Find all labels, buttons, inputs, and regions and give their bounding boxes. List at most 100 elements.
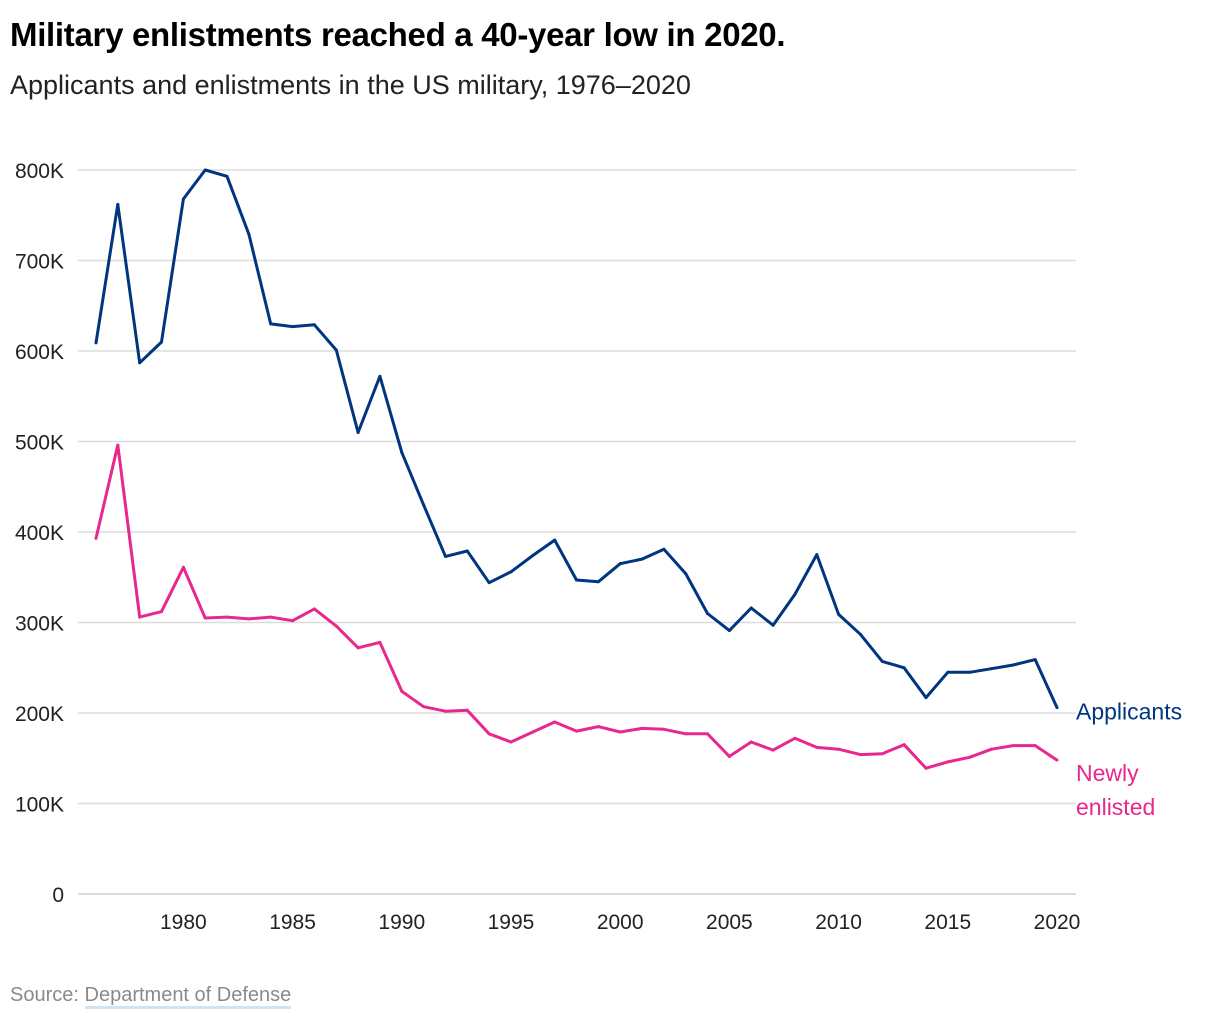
x-tick-label: 2010: [815, 911, 862, 934]
data-point: [509, 570, 513, 574]
x-tick-label: 2020: [1034, 911, 1081, 934]
data-point: [269, 615, 273, 619]
data-point: [291, 325, 295, 329]
data-point: [596, 725, 600, 729]
data-point: [968, 755, 972, 759]
y-tick-label: 600K: [15, 341, 64, 364]
data-point: [443, 709, 447, 713]
data-point: [443, 554, 447, 558]
series-line-applicants: [94, 168, 1059, 709]
data-point: [618, 730, 622, 734]
data-point: [815, 553, 819, 557]
data-point: [640, 726, 644, 730]
data-point: [225, 174, 229, 178]
data-point: [640, 557, 644, 561]
data-point: [706, 732, 710, 736]
data-point: [94, 341, 98, 345]
data-point: [880, 752, 884, 756]
y-tick-label: 200K: [15, 703, 64, 726]
data-point: [334, 348, 338, 352]
source-label: Source:: [10, 984, 79, 1006]
data-point: [94, 536, 98, 540]
data-point: [989, 747, 993, 751]
x-tick-label: 1995: [488, 911, 535, 934]
data-point: [378, 374, 382, 378]
data-point: [924, 766, 928, 770]
data-point: [793, 736, 797, 740]
y-tick-label: 500K: [15, 432, 64, 455]
data-point: [531, 554, 535, 558]
data-point: [138, 615, 142, 619]
data-point: [422, 705, 426, 709]
data-point: [902, 666, 906, 670]
data-point: [727, 754, 731, 758]
data-point: [203, 168, 207, 172]
data-point: [771, 748, 775, 752]
source-link[interactable]: Department of Defense: [84, 984, 292, 1009]
x-tick-label: 2000: [597, 911, 644, 934]
y-tick-label: 0: [52, 884, 64, 907]
data-point: [400, 450, 404, 454]
data-point: [487, 732, 491, 736]
data-point: [684, 572, 688, 576]
data-point: [946, 760, 950, 764]
data-point: [531, 730, 535, 734]
data-point: [1011, 663, 1015, 667]
x-tick-label: 1980: [160, 911, 207, 934]
x-tick-label: 1985: [269, 911, 316, 934]
data-point: [312, 323, 316, 327]
data-point: [1055, 758, 1059, 762]
y-tick-label: 700K: [15, 251, 64, 274]
y-tick-label: 800K: [15, 160, 64, 183]
data-point: [1055, 706, 1059, 710]
data-point: [553, 538, 557, 542]
data-point: [924, 696, 928, 700]
data-point: [662, 547, 666, 551]
data-point: [509, 740, 513, 744]
data-point: [1033, 744, 1037, 748]
data-point: [902, 743, 906, 747]
data-point: [793, 592, 797, 596]
y-tick-label: 300K: [15, 613, 64, 636]
y-tick-label: 400K: [15, 522, 64, 545]
data-point: [160, 340, 164, 344]
data-point: [181, 197, 185, 201]
data-point: [1033, 658, 1037, 662]
series-label: Newly: [1076, 760, 1139, 786]
data-point: [575, 578, 578, 582]
data-point: [269, 322, 273, 326]
data-point: [487, 581, 491, 585]
data-point: [553, 720, 557, 724]
data-point: [989, 667, 993, 671]
source-note: Source: Department of Defense: [10, 984, 292, 1009]
data-point: [138, 361, 142, 365]
data-point: [749, 606, 753, 610]
data-point: [356, 646, 360, 650]
series-label: enlisted: [1076, 794, 1155, 820]
x-tick-label: 1990: [378, 911, 425, 934]
data-point: [618, 562, 622, 566]
data-point: [116, 202, 120, 206]
data-point: [465, 549, 469, 553]
x-tick-label: 2015: [924, 911, 971, 934]
series-line-newly-enlisted: [94, 443, 1058, 770]
data-point: [465, 708, 469, 712]
data-point: [203, 616, 207, 620]
data-point: [378, 640, 382, 644]
data-point: [160, 610, 164, 614]
data-point: [858, 632, 862, 636]
data-point: [116, 443, 120, 447]
data-point: [727, 629, 731, 633]
data-point: [356, 430, 360, 434]
chart-title: Military enlistments reached a 40-year l…: [10, 16, 786, 53]
chart-subtitle: Applicants and enlistments in the US mil…: [10, 70, 691, 100]
data-point: [247, 617, 251, 621]
data-point: [400, 689, 404, 693]
data-point: [291, 619, 295, 623]
x-tick-label: 2005: [706, 911, 753, 934]
data-point: [837, 747, 841, 751]
data-point: [880, 659, 884, 663]
data-point: [837, 612, 841, 616]
data-point: [422, 503, 426, 507]
